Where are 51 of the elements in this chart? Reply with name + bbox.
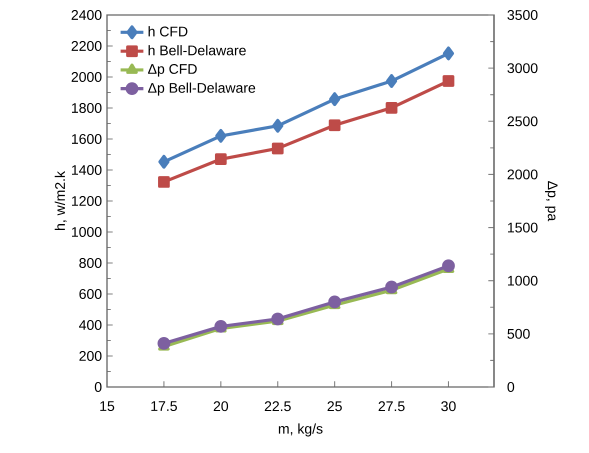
x-axis-title: m, kg/s [278, 423, 323, 436]
point [328, 119, 341, 132]
x-tick-label: 25 [328, 401, 342, 412]
point [158, 337, 170, 350]
point [214, 153, 227, 166]
x-tick-label: 22.5 [264, 401, 291, 412]
point [158, 176, 170, 188]
y-tick-label: 2000 [72, 72, 102, 82]
point [442, 46, 454, 60]
point [272, 142, 284, 154]
y-axis-title: h, w/m2.k [54, 171, 67, 230]
point [442, 75, 454, 87]
y2-axis-title: Δp, pa [545, 181, 558, 222]
y-tick-label: 1200 [72, 196, 102, 206]
point [158, 154, 170, 169]
y-tick-label: 0 [94, 382, 102, 392]
x-tick-label: 15 [100, 401, 114, 412]
legend-label: Δp CFD [148, 64, 197, 77]
y2-tick-label: 0 [507, 382, 514, 392]
legend-label: Δp Bell-Delaware [148, 82, 256, 96]
point [215, 128, 226, 143]
point [272, 118, 284, 133]
y-tick-label: 400 [79, 320, 102, 330]
y2-tick-label: 2500 [508, 116, 538, 126]
y-tick-label: 600 [79, 289, 102, 299]
y-tick-label: 1400 [72, 165, 102, 175]
y2-tick-label: 3000 [507, 63, 538, 74]
y-tick-label: 200 [79, 351, 102, 361]
y2-tick-label: 1000 [508, 276, 538, 286]
y2-tick-label: 2000 [508, 169, 538, 180]
point [386, 74, 398, 88]
y-tick-label: 1600 [72, 134, 102, 144]
legend-label: h CFD [148, 26, 188, 36]
point [328, 296, 342, 308]
y-tick-label: 2200 [72, 41, 102, 51]
point [329, 92, 340, 106]
y2-tick-label: 1500 [508, 222, 538, 233]
y-tick-label: 1000 [72, 227, 102, 237]
y-tick-label: 1800 [72, 103, 102, 113]
y-tick-label: 800 [79, 258, 102, 268]
point [386, 102, 398, 114]
y2-tick-label: 500 [507, 328, 530, 339]
y-tick-label: 2400 [72, 10, 102, 20]
point [442, 259, 455, 272]
x-tick-label: 20 [214, 401, 228, 412]
legend-label: h Bell-Delaware [148, 45, 246, 56]
x-tick-label: 27.5 [378, 401, 405, 412]
x-tick-label: 30 [441, 401, 456, 412]
y2-tick-label: 3500 [507, 10, 538, 20]
point [385, 280, 398, 294]
x-tick-label: 17.5 [151, 401, 177, 412]
